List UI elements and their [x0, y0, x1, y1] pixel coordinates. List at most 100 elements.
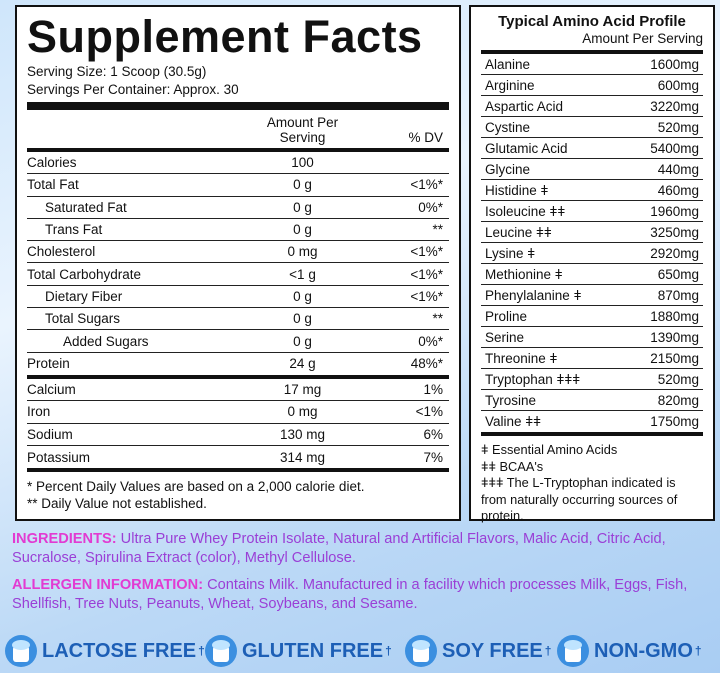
amino-row: Aspartic Acid 3220mg	[481, 96, 703, 117]
badge-icon	[205, 635, 237, 667]
ingredients-label: INGREDIENTS:	[12, 531, 117, 547]
nutrient-row: Sodium 130 mg 6%	[27, 424, 449, 446]
amino-title: Typical Amino Acid Profile	[498, 13, 686, 30]
amino-amount: 1750mg	[650, 414, 699, 429]
badge-icon	[557, 635, 589, 667]
badge-label: GLUTEN FREE	[242, 639, 384, 662]
ingredients-text: Ultra Pure Whey Protein Isolate, Natural…	[12, 531, 666, 566]
nutrient-amount: 0 mg	[287, 404, 318, 420]
amino-amount: 460mg	[657, 182, 699, 198]
amino-amount: 650mg	[657, 266, 699, 282]
nutrient-row: Total Fat 0 g <1%*	[27, 174, 449, 197]
nutrient-dv: <1%*	[410, 288, 443, 304]
badge-label: SOY FREE	[442, 639, 543, 662]
nutrient-row: Saturated Fat 0 g 0%*	[27, 197, 449, 219]
nutrient-amount: <1 g	[289, 266, 316, 282]
nutrient-name: Calcium	[27, 382, 76, 398]
nutrient-dv: 0%*	[418, 199, 443, 215]
amino-row: Valine ǂǂ 1750mg	[481, 411, 703, 432]
nutrient-dv: 1%	[423, 382, 443, 398]
amino-name: Glycine	[485, 161, 531, 177]
nutrient-row: Trans Fat 0 g **	[27, 219, 449, 242]
amino-row: Methionine ǂ 650mg	[481, 264, 703, 285]
dv-header: % DV	[408, 130, 443, 145]
nutrient-amount: 24 g	[289, 356, 316, 372]
nutrient-amount: 0 g	[293, 222, 312, 238]
nutrient-name: Trans Fat	[45, 222, 103, 238]
amino-amount: 870mg	[657, 287, 699, 303]
amino-name: Valine ǂǂ	[485, 414, 542, 429]
nutrient-dv: <1%*	[410, 177, 443, 193]
amino-rows: Alanine 1600mg Arginine 600mg Aspartic Acid 3…	[481, 54, 703, 432]
badge-mark: †	[198, 644, 205, 658]
nutrient-row: Potassium 314 mg 7%	[27, 446, 449, 468]
amino-amount: 2920mg	[650, 245, 699, 261]
badge-label: LACTOSE FREE	[42, 639, 197, 662]
amino-amount: 600mg	[657, 77, 699, 93]
nutrient-name: Total Carbohydrate	[27, 266, 142, 282]
nutrient-row: Dietary Fiber 0 g <1%*	[27, 286, 449, 309]
amino-row: Isoleucine ǂǂ 1960mg	[481, 201, 703, 222]
legend-item: ǂ Essential Amino Acids	[481, 442, 618, 457]
supplement-facts: Supplement Facts Serving Size: 1 Scoop (…	[15, 5, 461, 521]
title: Supplement Facts	[27, 11, 423, 62]
nutrient-amount: 0 mg	[287, 244, 318, 260]
amino-name: Serine	[485, 329, 525, 345]
nutrient-row: Total Sugars 0 g **	[27, 308, 449, 331]
nutrient-dv: <1%*	[410, 244, 443, 260]
nutrient-row: Calcium 17 mg 1%	[27, 379, 449, 402]
amount-header: Amount Per Serving	[266, 115, 339, 145]
amino-name: Isoleucine ǂǂ	[485, 203, 566, 219]
amino-amount: 1960mg	[650, 203, 699, 219]
amino-row: Histidine ǂ 460mg	[481, 180, 703, 201]
amino-name: Threonine ǂ	[485, 350, 558, 366]
amino-row: Arginine 600mg	[481, 75, 703, 96]
nutrient-name: Potassium	[27, 449, 91, 465]
rule	[27, 148, 449, 152]
nutrient-row: Protein 24 g 48%*	[27, 353, 449, 375]
amino-name: Proline	[485, 308, 528, 324]
amino-profile: Typical Amino Acid Profile Amount Per Se…	[469, 5, 715, 523]
amino-amount: 520mg	[657, 371, 699, 387]
amino-subtitle: Amount Per Serving	[582, 31, 703, 46]
amino-name: Histidine ǂ	[485, 182, 549, 198]
amino-row: Phenylalanine ǂ 870mg	[481, 285, 703, 306]
amino-legend: ǂ Essential Amino Acids ǂǂ BCAA's ǂǂǂ The …	[481, 442, 703, 525]
nutrient-amount: 100	[291, 155, 314, 171]
servings: Servings Per Container: Approx. 30	[27, 82, 239, 97]
legend-item: ǂǂǂ The L-Tryptophan indicated is from n…	[481, 475, 678, 523]
footnote: * Percent Daily Values are based on a 2,…	[27, 479, 365, 495]
nutrient-row: Added Sugars 0 g 0%*	[27, 330, 449, 353]
amino-name: Phenylalanine ǂ	[485, 287, 582, 303]
amino-row: Glycine 440mg	[481, 159, 703, 180]
header: Amount Per Serving % DV	[27, 110, 449, 148]
nutrient-name: Added Sugars	[63, 333, 149, 349]
nutrient-name: Total Sugars	[45, 311, 121, 327]
badge-mark: †	[385, 644, 392, 658]
nutrient-dv: **	[432, 222, 443, 238]
nutrient-name: Protein	[27, 356, 70, 372]
amino-amount: 1390mg	[650, 329, 699, 345]
nutrient-dv: <1%	[415, 404, 443, 420]
amino-amount: 440mg	[657, 161, 699, 177]
ingredients: INGREDIENTS: Ultra Pure Whey Protein Iso…	[12, 530, 712, 568]
footnote: ** Daily Value not established.	[27, 496, 207, 512]
nutrient-dv: 6%	[423, 426, 443, 442]
nutrient-amount: 130 mg	[279, 426, 326, 442]
nutrient-name: Total Fat	[27, 177, 79, 193]
badge: NON-GMO †	[556, 632, 702, 670]
amino-amount: 3220mg	[650, 98, 699, 114]
nutrient-dv: 0%*	[418, 333, 443, 349]
rule	[27, 468, 449, 473]
badge-label: NON-GMO	[594, 639, 693, 662]
nutrient-name: Calories	[27, 155, 77, 171]
rule	[481, 432, 703, 436]
amino-amount: 3250mg	[650, 224, 699, 240]
amino-row: Tyrosine 820mg	[481, 390, 703, 411]
nutrient-amount: 314 mg	[279, 449, 326, 465]
amino-row: Proline 1880mg	[481, 306, 703, 327]
amino-row: Leucine ǂǂ 3250mg	[481, 222, 703, 243]
amino-name: Leucine ǂǂ	[485, 224, 552, 240]
amino-name: Glutamic Acid	[485, 140, 568, 156]
